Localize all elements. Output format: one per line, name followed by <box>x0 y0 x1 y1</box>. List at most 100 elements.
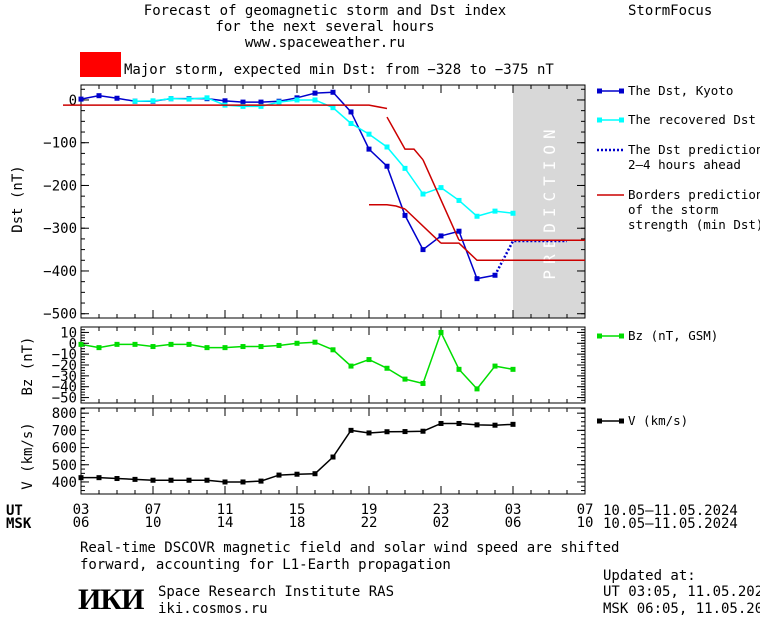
msk-tick-label: 18 <box>289 515 306 531</box>
legend-dst-prediction-1: The Dst prediction <box>628 142 760 157</box>
y-tick-label: 700 <box>52 423 77 439</box>
ut-date-range: 10.05–11.05.2024 <box>603 503 738 519</box>
data-point <box>384 163 390 169</box>
legend-dst-kyoto: The Dst, Kyoto <box>628 83 734 98</box>
data-point <box>132 476 138 482</box>
border-prediction-line <box>369 203 406 210</box>
y-tick-label: 0 <box>69 93 77 109</box>
legend-marker <box>597 88 602 94</box>
data-point <box>420 380 426 386</box>
plot-frame <box>80 84 586 319</box>
data-point <box>132 98 138 104</box>
border-prediction-line <box>441 242 585 262</box>
msk-axis-label: MSK <box>6 516 32 532</box>
data-point <box>330 89 336 95</box>
legend-borders-1: Borders prediction <box>628 187 760 202</box>
data-point <box>456 420 462 426</box>
msk-tick-label: 22 <box>361 515 378 531</box>
data-point <box>132 341 138 347</box>
data-point <box>312 97 318 103</box>
data-point <box>366 430 372 436</box>
legend-marker <box>619 117 624 123</box>
y-tick-label: 400 <box>52 475 77 491</box>
data-point <box>402 212 408 218</box>
ut-tick-label: 03 <box>505 502 522 518</box>
y-tick-label: 0 <box>69 336 77 352</box>
ut-tick-label: 23 <box>433 502 450 518</box>
data-point <box>204 95 210 101</box>
data-point <box>438 329 444 335</box>
data-point <box>294 471 300 477</box>
data-point <box>114 476 120 482</box>
data-point <box>312 90 318 96</box>
org-site-link[interactable]: iki.cosmos.ru <box>158 601 268 617</box>
data-point <box>222 345 228 351</box>
data-point <box>348 120 354 126</box>
brand-name: StormFocus <box>628 3 713 19</box>
ut-axis-label: UT <box>6 503 23 519</box>
data-point <box>384 365 390 371</box>
panel-1: 100−10−20−30−40−50 <box>52 325 586 407</box>
y-tick-label: −50 <box>52 391 77 407</box>
storm-level-swatch <box>80 52 121 77</box>
legend-marker <box>619 88 624 94</box>
panel-0: 0 −100 −200 −300 −400 −500 <box>43 84 586 323</box>
dst-axis-title: Dst (nT) <box>10 165 26 233</box>
data-point <box>114 95 120 101</box>
data-point <box>348 427 354 433</box>
legend-marker <box>619 333 624 339</box>
data-point <box>78 341 84 347</box>
updated-msk: MSK 06:05, 11.05.2024 <box>603 601 760 617</box>
chart-title-line1: Forecast of geomagnetic storm and Dst in… <box>143 3 507 19</box>
data-point <box>96 93 102 99</box>
data-point <box>330 454 336 460</box>
data-point <box>510 421 516 427</box>
msk-tick-label: 06 <box>505 515 522 531</box>
ut-tick-label: 15 <box>289 502 306 518</box>
data-point <box>222 98 228 104</box>
msk-tick-label: 06 <box>73 515 90 531</box>
data-point <box>366 146 372 152</box>
data-point <box>96 345 102 351</box>
data-point <box>150 98 156 104</box>
data-point <box>474 386 480 392</box>
data-point <box>276 342 282 348</box>
y-tick-label: −400 <box>43 264 77 280</box>
data-point <box>330 105 336 111</box>
border-prediction-line <box>386 116 424 161</box>
msk-date-range: 10.05–11.05.2024 <box>603 516 738 532</box>
ut-tick-label: 03 <box>73 502 90 518</box>
data-point <box>222 479 228 485</box>
data-point <box>168 96 174 102</box>
y-tick-label: −300 <box>43 221 77 237</box>
legend-marker <box>597 333 602 339</box>
data-point <box>474 422 480 428</box>
legend-bz: Bz (nT, GSM) <box>628 328 719 343</box>
data-point <box>168 477 174 483</box>
legend-marker <box>619 418 624 424</box>
y-tick-label: −100 <box>43 136 77 152</box>
y-tick-label: −30 <box>52 369 77 385</box>
y-tick-label: −20 <box>52 358 77 374</box>
data-point <box>258 478 264 484</box>
data-point <box>240 99 246 105</box>
border-prediction-line <box>422 159 460 241</box>
website-link[interactable]: www.spaceweather.ru <box>244 35 406 51</box>
updated-ut: UT 03:05, 11.05.2024 <box>603 584 760 600</box>
legend-marker <box>597 418 602 424</box>
data-point <box>186 96 192 102</box>
y-tick-label: 800 <box>52 406 77 422</box>
data-point <box>366 357 372 363</box>
updated-label: Updated at: <box>603 568 696 584</box>
data-point <box>456 366 462 372</box>
v-axis-title: V (km/s) <box>20 422 36 490</box>
data-point <box>492 363 498 369</box>
series-line-0-1 <box>134 97 514 218</box>
ut-tick-label: 11 <box>217 502 234 518</box>
data-point <box>420 428 426 434</box>
bz-axis-title: Bz (nT) <box>20 336 36 396</box>
data-point <box>240 479 246 485</box>
data-point <box>402 429 408 435</box>
data-point <box>492 422 498 428</box>
